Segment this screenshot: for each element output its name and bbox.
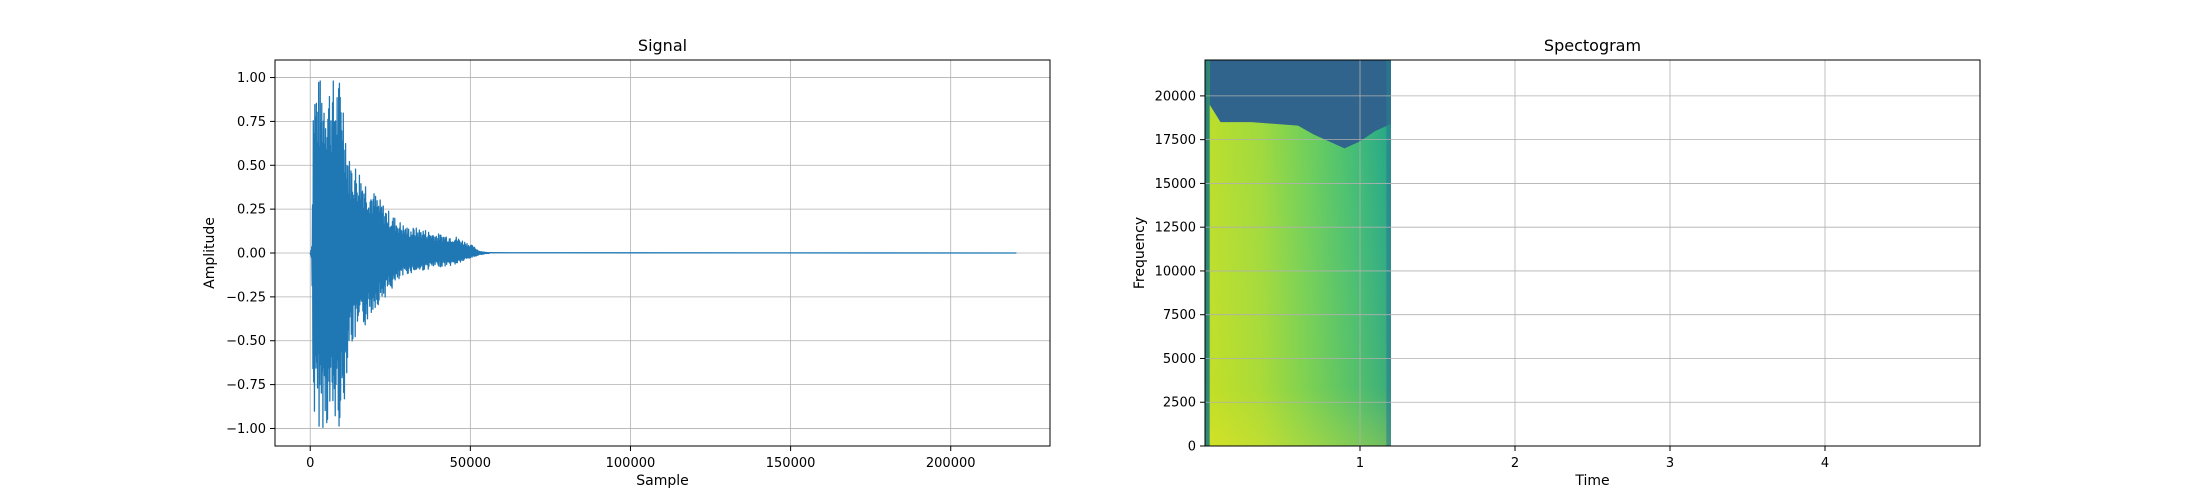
spectrogram-y-tick-label: 15000 — [1155, 177, 1196, 192]
signal-y-axis-label: Amplitude — [202, 217, 218, 289]
signal-y-tick-label: −0.75 — [226, 378, 266, 393]
spectrogram-x-tick-label: 4 — [1821, 456, 1829, 471]
spectrogram-y-tick-label: 2500 — [1163, 396, 1196, 411]
spectrogram-y-tick-label: 17500 — [1155, 133, 1196, 148]
signal-ticks: 0 50000 100000 150000 200000 1.00 0.75 0.50 0.25… — [226, 71, 975, 471]
signal-y-tick-label: −1.00 — [226, 422, 266, 437]
spectrogram-high-freq-region — [1209, 60, 1391, 149]
spectrogram-y-axis-label: Frequency — [1132, 217, 1148, 289]
spectrogram-x-axis-label: Time — [1574, 473, 1609, 489]
spectrogram-x-tick-label: 3 — [1666, 456, 1674, 471]
spectrogram-axes-frame — [1204, 59, 1981, 447]
signal-y-tick-label: 0.25 — [237, 203, 266, 218]
signal-line — [309, 80, 1017, 428]
signal-y-tick-label: −0.25 — [226, 290, 266, 305]
signal-x-tick-label: 150000 — [766, 456, 816, 471]
signal-x-tick-label: 100000 — [606, 456, 656, 471]
signal-plot: 0 50000 100000 150000 200000 1.00 0.75 0.50 0.25… — [202, 36, 1051, 489]
signal-title: Signal — [638, 36, 687, 55]
signal-y-tick-label: −0.50 — [226, 334, 266, 349]
spectrogram-tail-band — [1386, 60, 1391, 446]
spectrogram-y-tick-label: 12500 — [1155, 221, 1196, 236]
signal-y-tick-label: 1.00 — [237, 71, 266, 86]
spectrogram-image — [1205, 60, 1391, 446]
spectrogram-ticks: 1 2 3 4 0 2500 5000 7500 10000 12500 15000 17500 200… — [1155, 89, 1830, 471]
signal-x-tick-label: 200000 — [926, 456, 976, 471]
spectrogram-y-tick-label: 20000 — [1155, 89, 1196, 104]
spectrogram-y-tick-label: 5000 — [1163, 352, 1196, 367]
signal-y-tick-label: 0.75 — [237, 115, 266, 130]
signal-x-tick-label: 0 — [306, 456, 314, 471]
signal-y-tick-label: 0.50 — [237, 159, 266, 174]
spectrogram-x-tick-label: 1 — [1356, 456, 1364, 471]
signal-y-tick-label: 0.00 — [237, 247, 266, 262]
spectrogram-y-tick-label: 10000 — [1155, 264, 1196, 279]
spectrogram-y-tick-label: 7500 — [1163, 308, 1196, 323]
spectrogram-onset-band — [1205, 60, 1210, 446]
signal-waveform — [309, 80, 1017, 428]
spectrogram-title: Spectogram — [1544, 36, 1641, 55]
spectrogram-y-tick-label: 0 — [1188, 440, 1196, 455]
spectrogram-x-tick-label: 2 — [1511, 456, 1519, 471]
signal-x-tick-label: 50000 — [450, 456, 491, 471]
signal-x-axis-label: Sample — [636, 473, 689, 489]
spectrogram-plot: 1 2 3 4 0 2500 5000 7500 10000 12500 15000 17500 200… — [1132, 36, 1981, 489]
